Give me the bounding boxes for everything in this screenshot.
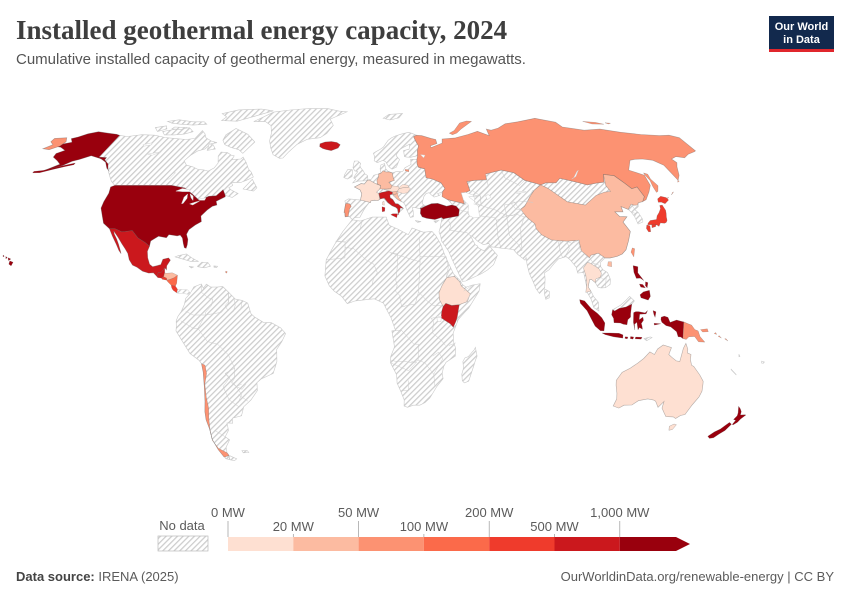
svg-text:0 MW: 0 MW	[211, 505, 246, 520]
svg-text:50 MW: 50 MW	[338, 505, 380, 520]
svg-text:100 MW: 100 MW	[400, 519, 449, 534]
svg-text:No data: No data	[159, 518, 205, 533]
svg-text:20 MW: 20 MW	[273, 519, 315, 534]
svg-text:1,000 MW: 1,000 MW	[590, 505, 650, 520]
svg-text:200 MW: 200 MW	[465, 505, 514, 520]
svg-text:500 MW: 500 MW	[530, 519, 579, 534]
